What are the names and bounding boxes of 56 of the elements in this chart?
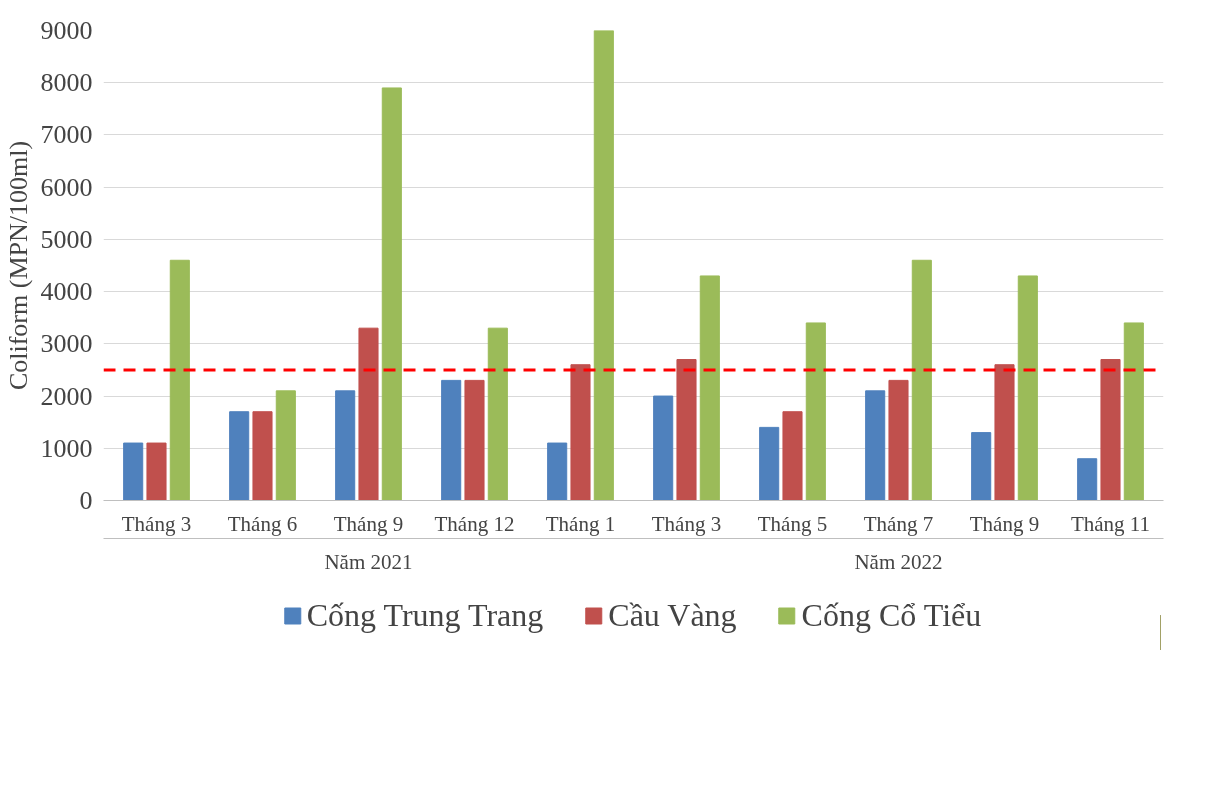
- y-tick-label: 2000: [40, 381, 93, 411]
- x-tick-label: Tháng 6: [227, 511, 298, 536]
- bar: [570, 364, 591, 501]
- x-tick-label: Tháng 3: [121, 511, 192, 536]
- y-tick-label: 8000: [40, 68, 93, 98]
- bar: [888, 379, 909, 501]
- bar: [971, 432, 992, 501]
- bar: [759, 426, 780, 501]
- x-tick-label: Tháng 11: [1070, 511, 1151, 536]
- x-tick-label: Tháng 3: [651, 511, 722, 536]
- y-tick-label: 1000: [40, 433, 93, 463]
- bar: [441, 379, 462, 501]
- y-tick-label: 3000: [40, 329, 93, 359]
- y-tick-label: 5000: [40, 224, 93, 254]
- bar: [911, 259, 932, 501]
- bar: [699, 275, 720, 501]
- bar: [1077, 458, 1098, 501]
- x-tick-label: Tháng 12: [434, 511, 515, 536]
- x-tick-label: Tháng 5: [757, 511, 828, 536]
- x-tick-label: Tháng 9: [969, 511, 1040, 536]
- bar: [653, 395, 674, 501]
- text: Năm 2022: [854, 549, 943, 574]
- bar: [229, 411, 250, 501]
- legend-label: Cống Trung Trang: [306, 596, 544, 634]
- bar: [1100, 359, 1121, 501]
- bar: [169, 259, 190, 501]
- y-tick-label: 9000: [40, 16, 93, 45]
- bar: [1123, 322, 1144, 501]
- bar: [146, 442, 167, 501]
- bar: [358, 327, 379, 501]
- bar: [805, 322, 826, 501]
- legend-label: Cầu Vàng: [608, 596, 737, 634]
- y-tick-label: 7000: [40, 120, 93, 150]
- bar: [593, 30, 614, 501]
- bar: [464, 379, 485, 501]
- bar: [487, 327, 508, 501]
- y-tick-label: 6000: [40, 172, 93, 202]
- x-tick-label: Tháng 9: [333, 511, 404, 536]
- x-tick-label: Tháng 1: [545, 511, 616, 536]
- legend-label: Cống Cổ Tiểu: [801, 596, 982, 634]
- y-tick-label: 4000: [40, 277, 93, 307]
- bar: [1017, 275, 1038, 501]
- bar: [547, 442, 568, 501]
- bar: [123, 442, 144, 501]
- y-axis-title: Coliform (MPN/100ml): [3, 140, 33, 391]
- bar: [381, 87, 402, 501]
- bar: [994, 364, 1015, 501]
- bar: [676, 359, 697, 501]
- text: Năm 2021: [324, 549, 413, 574]
- bar: [865, 390, 886, 501]
- bar: [335, 390, 356, 501]
- x-tick-label: Tháng 7: [863, 511, 934, 536]
- bar: [275, 390, 296, 501]
- bar: [252, 411, 273, 501]
- y-tick-label: 0: [79, 486, 93, 515]
- bar: [782, 411, 803, 501]
